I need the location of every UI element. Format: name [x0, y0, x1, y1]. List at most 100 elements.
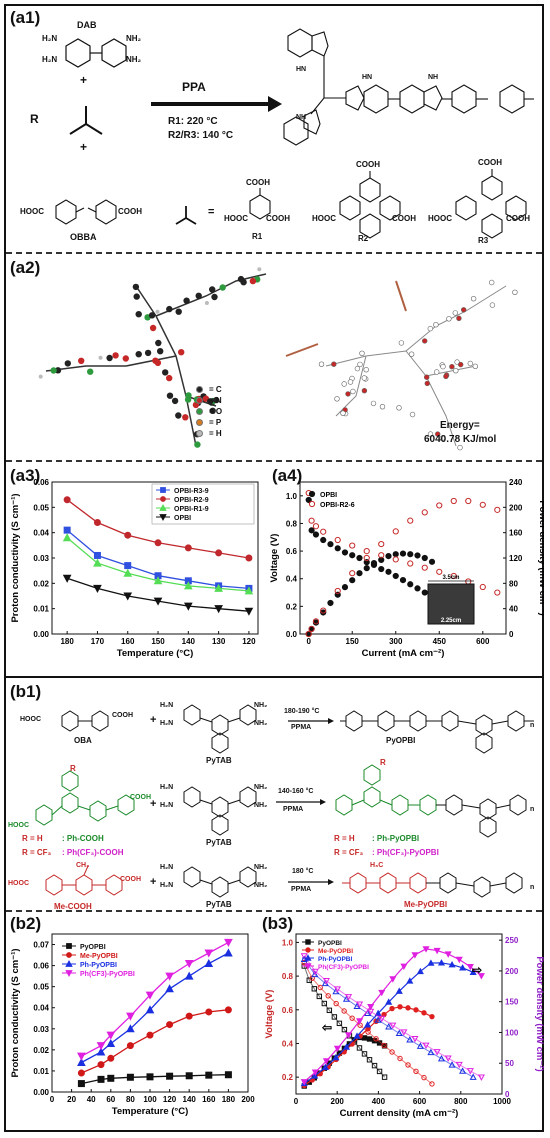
voltage-point	[389, 1022, 397, 1030]
atom-left-16	[155, 309, 160, 314]
voltage-point	[349, 552, 356, 559]
atom-right-6	[379, 404, 386, 410]
data-point	[126, 1012, 135, 1021]
voltage-point	[341, 1026, 348, 1033]
voltage-point	[333, 986, 342, 993]
pytab-label-1: PyTAB	[206, 756, 232, 765]
atom-right-19	[341, 381, 347, 387]
data-point	[204, 949, 214, 958]
voltage-point	[344, 994, 353, 1001]
atom-right-31	[446, 316, 452, 322]
voltage-point	[305, 496, 312, 504]
dab-nh2-4: NH₂	[126, 55, 142, 64]
legend-label: OPBI-R2-9	[174, 497, 209, 504]
panel-label-b3: (b3)	[262, 914, 294, 933]
legend-dot	[196, 430, 203, 437]
atom-right-5	[370, 400, 377, 407]
atom-right-0	[318, 361, 325, 367]
atom-left-57	[213, 396, 220, 404]
voltage-line	[303, 955, 482, 1078]
y-axis-label: Voltage (V)	[264, 990, 275, 1039]
me-cooh: COOH	[120, 876, 141, 883]
data-point	[185, 1012, 193, 1020]
data-point	[106, 1031, 116, 1040]
atom-left-21	[204, 301, 209, 305]
y-tick-label: 0.2	[286, 602, 298, 611]
obba-label: OBBA	[70, 232, 97, 242]
voltage-point	[312, 523, 320, 530]
power-point	[311, 1069, 319, 1076]
voltage-point	[378, 1015, 386, 1023]
dab-structure	[65, 38, 127, 68]
legend: OPBI OPBI-R2-6	[308, 490, 355, 509]
height-label: 2.25cm	[441, 618, 461, 624]
atom-right-27	[408, 351, 415, 357]
atom-left-36	[112, 352, 119, 359]
pyopbi-label: PyOPBI	[386, 736, 416, 745]
panel-label-a3: (a3)	[10, 466, 41, 485]
plus-a1-1: +	[80, 73, 88, 87]
data-point	[204, 958, 214, 967]
y-tick-label: 0.6	[286, 547, 298, 556]
legend-entry-c: = C	[196, 384, 222, 395]
voltage-point	[311, 968, 319, 976]
power-point	[305, 630, 312, 638]
data-point	[215, 549, 223, 557]
legend-marker	[305, 939, 311, 945]
voltage-point	[321, 1000, 328, 1007]
power-point	[416, 967, 424, 975]
power-point	[311, 1072, 319, 1079]
y-right-tick-label: 80	[509, 579, 518, 588]
voltage-point	[407, 560, 414, 567]
voltage-point	[413, 1068, 419, 1075]
power-point	[321, 1063, 329, 1070]
power-point	[349, 570, 356, 577]
divider-a-b	[4, 676, 544, 678]
x-tick-label: 160	[121, 637, 135, 646]
atoms-right	[318, 279, 518, 451]
voltage-point	[385, 568, 392, 575]
power-line	[303, 1006, 433, 1086]
r1-structure	[249, 188, 271, 220]
arrow-row2	[276, 799, 326, 805]
r2-hooc: HOOC	[312, 214, 336, 223]
power-point	[479, 501, 486, 508]
arrow-left-icon: ⇦	[321, 1021, 332, 1035]
legend-marker	[308, 500, 316, 508]
power-point	[437, 959, 446, 966]
pytab-label-3: PyTAB	[206, 900, 232, 909]
y-right-tick-label: 160	[509, 529, 523, 538]
row1-temp: 180-190 °C	[284, 708, 320, 715]
atom-right-28	[422, 338, 428, 344]
data-point	[166, 1072, 174, 1080]
obba-hooc: HOOC	[20, 207, 44, 216]
atom-left-15	[148, 312, 156, 319]
series-ph-cf3-pyopbi	[300, 946, 485, 1086]
voltage-point	[349, 542, 356, 549]
power-point	[366, 1036, 373, 1042]
x-tick-label: 100	[143, 1095, 157, 1104]
panel-label-a2: (a2)	[10, 258, 41, 277]
voltage-point	[300, 953, 308, 960]
legend-dot	[196, 386, 203, 393]
power-point	[344, 1032, 353, 1039]
y-right-axis-label: Power density (mW cm⁻²)	[537, 500, 544, 615]
legend-label: Ph-PyOPBI	[318, 956, 353, 963]
r3-cooh-top: COOH	[478, 158, 502, 167]
legend-dot	[196, 397, 203, 404]
power-point	[414, 552, 421, 559]
r3-label: R3	[478, 236, 489, 245]
data-point	[126, 1042, 134, 1050]
power-point	[428, 558, 436, 565]
voltage-point	[414, 585, 421, 592]
x-tick-label: 40	[87, 1095, 96, 1104]
data-point	[126, 1024, 135, 1033]
data-point	[123, 592, 133, 601]
r2-structure	[339, 171, 401, 239]
voltage-point	[381, 1042, 387, 1049]
legend-label: Ph-PyOPBI	[80, 962, 117, 969]
voltage-point	[334, 545, 341, 552]
power-point	[356, 1018, 364, 1025]
power-point	[363, 554, 370, 562]
x-tick-label: 120	[163, 1095, 177, 1104]
